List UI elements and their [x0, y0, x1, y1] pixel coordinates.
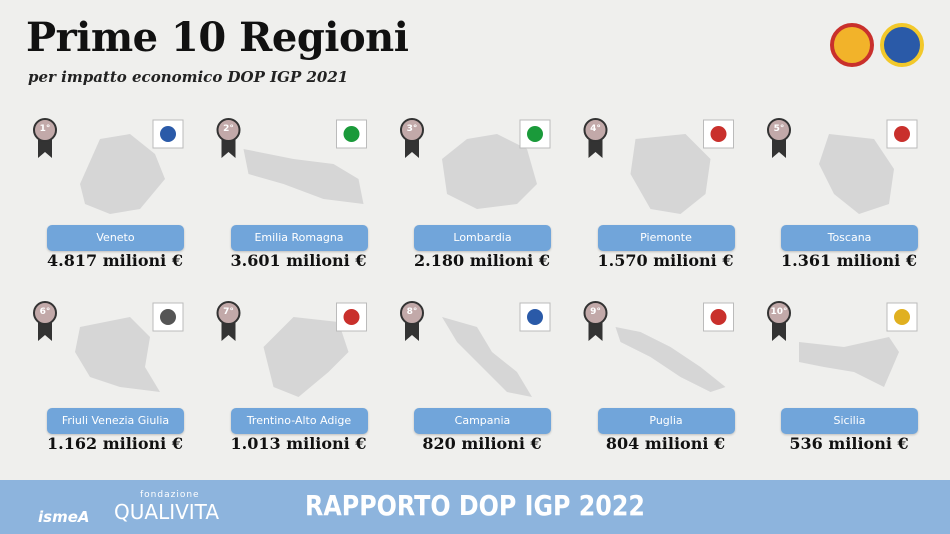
region-map [799, 337, 899, 387]
badge-ribbon [772, 138, 786, 158]
region-value: 1.570 milioni € [597, 251, 734, 270]
region-flag-emblem [160, 126, 176, 142]
badge-ribbon [221, 138, 236, 158]
badge-ribbon [38, 321, 52, 341]
region-name: Trentino-Alto Adige [230, 408, 368, 434]
region-map [819, 134, 894, 214]
region-name: Campania [414, 408, 551, 434]
region-flag [886, 302, 918, 332]
badge [767, 301, 791, 325]
badge-ribbon [221, 321, 236, 341]
dop-logo [830, 23, 874, 67]
region-map [243, 149, 364, 204]
badge-ribbon [772, 321, 786, 341]
logo-text: fondazione [140, 490, 200, 500]
badge-ribbon [405, 321, 419, 341]
badge [33, 118, 57, 142]
region-map [80, 134, 165, 214]
rank: 1° [39, 124, 51, 134]
footer [0, 480, 950, 534]
region-value: 2.180 milioni € [414, 251, 550, 270]
region-map [263, 317, 349, 397]
region-name: Emilia Romagna [230, 225, 368, 251]
region-map [442, 317, 532, 397]
subtitle: per impatto economico DOP IGP 2021 [28, 68, 349, 86]
badge [216, 301, 241, 325]
title: Prime 10 Regioni [26, 14, 409, 61]
region-map [75, 317, 160, 392]
badge [583, 118, 608, 142]
rank: 7° [223, 307, 234, 317]
region-value: 1.162 milioni € [47, 434, 183, 453]
badge [33, 301, 57, 325]
region-flag-emblem [527, 309, 543, 325]
badge [767, 118, 791, 142]
region-value: 536 milioni € [789, 434, 909, 453]
footer-title: RAPPORTO DOP IGP 2022 [305, 489, 645, 522]
region-value: 1.013 milioni € [230, 434, 367, 453]
region-value: 804 milioni € [605, 434, 726, 453]
badge-ribbon [38, 138, 52, 158]
logo-text: ismeA [38, 508, 90, 526]
rank: 5° [773, 124, 785, 134]
rank: 10° [770, 307, 788, 317]
region-flag-emblem [894, 309, 910, 325]
badge-ribbon [405, 138, 419, 158]
region-value: 820 milioni € [422, 434, 542, 453]
region-flag-emblem [710, 126, 727, 142]
region-flag-emblem [894, 126, 910, 142]
region-name: Lombardia [414, 225, 551, 251]
rank: 8° [406, 307, 418, 317]
region-value: 4.817 milioni € [47, 251, 183, 270]
rank: 9° [590, 307, 601, 317]
region-value: 3.601 milioni € [230, 251, 367, 270]
region-map [442, 134, 537, 209]
logo-text: QUALIVITA [114, 500, 220, 524]
region-flag-emblem [343, 309, 360, 325]
region-name: Sicilia [781, 408, 918, 434]
region-map [630, 134, 711, 214]
rank: 4° [590, 124, 601, 134]
rank: 2° [223, 124, 234, 134]
region-flag-emblem [527, 126, 543, 142]
igp-logo [880, 23, 924, 67]
region-name: Piemonte [597, 225, 735, 251]
region-name: Friuli Venezia Giulia [47, 408, 184, 434]
badge [400, 301, 424, 325]
region-flag-emblem [160, 309, 176, 325]
region-map [615, 327, 726, 392]
region-flag-emblem [343, 126, 360, 142]
badge-ribbon [588, 138, 603, 158]
region-name: Puglia [597, 408, 735, 434]
rank: 3° [406, 124, 418, 134]
region-flag-emblem [710, 309, 727, 325]
badge [400, 118, 424, 142]
rank: 6° [39, 307, 51, 317]
badge [583, 301, 608, 325]
region-name: Toscana [781, 225, 918, 251]
region-value: 1.361 milioni € [781, 251, 917, 270]
badge-ribbon [588, 321, 603, 341]
region-name: Veneto [47, 225, 184, 251]
badge [216, 118, 241, 142]
